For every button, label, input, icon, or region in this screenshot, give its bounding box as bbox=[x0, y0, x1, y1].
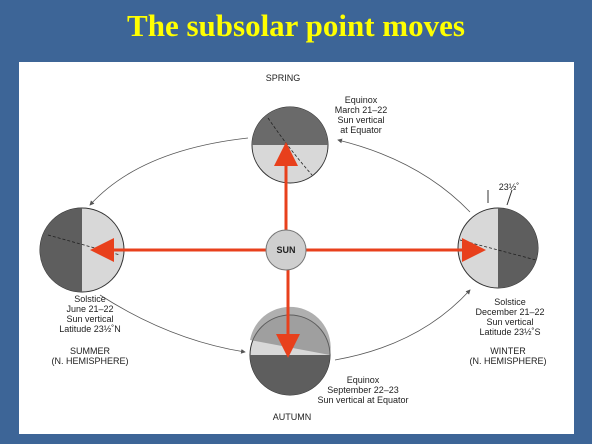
tilt-label: 23½˚ bbox=[499, 182, 520, 192]
caption-line: Sun vertical at Equator bbox=[317, 395, 408, 405]
caption-line: Sun vertical bbox=[337, 115, 384, 125]
caption-line: Sun vertical bbox=[66, 314, 113, 324]
caption-line: March 21–22 bbox=[335, 105, 388, 115]
season-label: WINTER bbox=[490, 346, 526, 356]
season-label: AUTUMN bbox=[273, 412, 312, 422]
caption-line: December 21–22 bbox=[475, 307, 544, 317]
sun bbox=[265, 229, 307, 271]
season-label: SPRING bbox=[266, 73, 301, 83]
caption-line: Solstice bbox=[494, 297, 526, 307]
caption-line: Equinox bbox=[347, 375, 380, 385]
sun-label: SUN bbox=[276, 245, 295, 255]
sun-rays bbox=[90, 142, 486, 358]
caption-line: June 21–22 bbox=[66, 304, 113, 314]
season-label: (N. HEMISPHERE) bbox=[51, 356, 128, 366]
slide-title: The subsolar point moves bbox=[127, 8, 465, 43]
caption-line: Solstice bbox=[74, 294, 106, 304]
caption-line: September 22–23 bbox=[327, 385, 399, 395]
earth-winter bbox=[457, 189, 539, 289]
caption-line: at Equator bbox=[340, 125, 382, 135]
orbit bbox=[89, 137, 471, 361]
earth-summer bbox=[39, 207, 125, 293]
earth-spring bbox=[251, 106, 329, 184]
caption-line: Latitude 23½˚S bbox=[479, 327, 540, 337]
caption-line: Latitude 23½˚N bbox=[59, 324, 121, 334]
diagram: SUN SPRING Equinox March 21–22 Sun verti… bbox=[19, 62, 574, 434]
earth-autumn bbox=[249, 306, 331, 396]
caption-line: Equinox bbox=[345, 95, 378, 105]
season-label: SUMMER bbox=[70, 346, 110, 356]
caption-line: Sun vertical bbox=[486, 317, 533, 327]
season-label: (N. HEMISPHERE) bbox=[469, 356, 546, 366]
